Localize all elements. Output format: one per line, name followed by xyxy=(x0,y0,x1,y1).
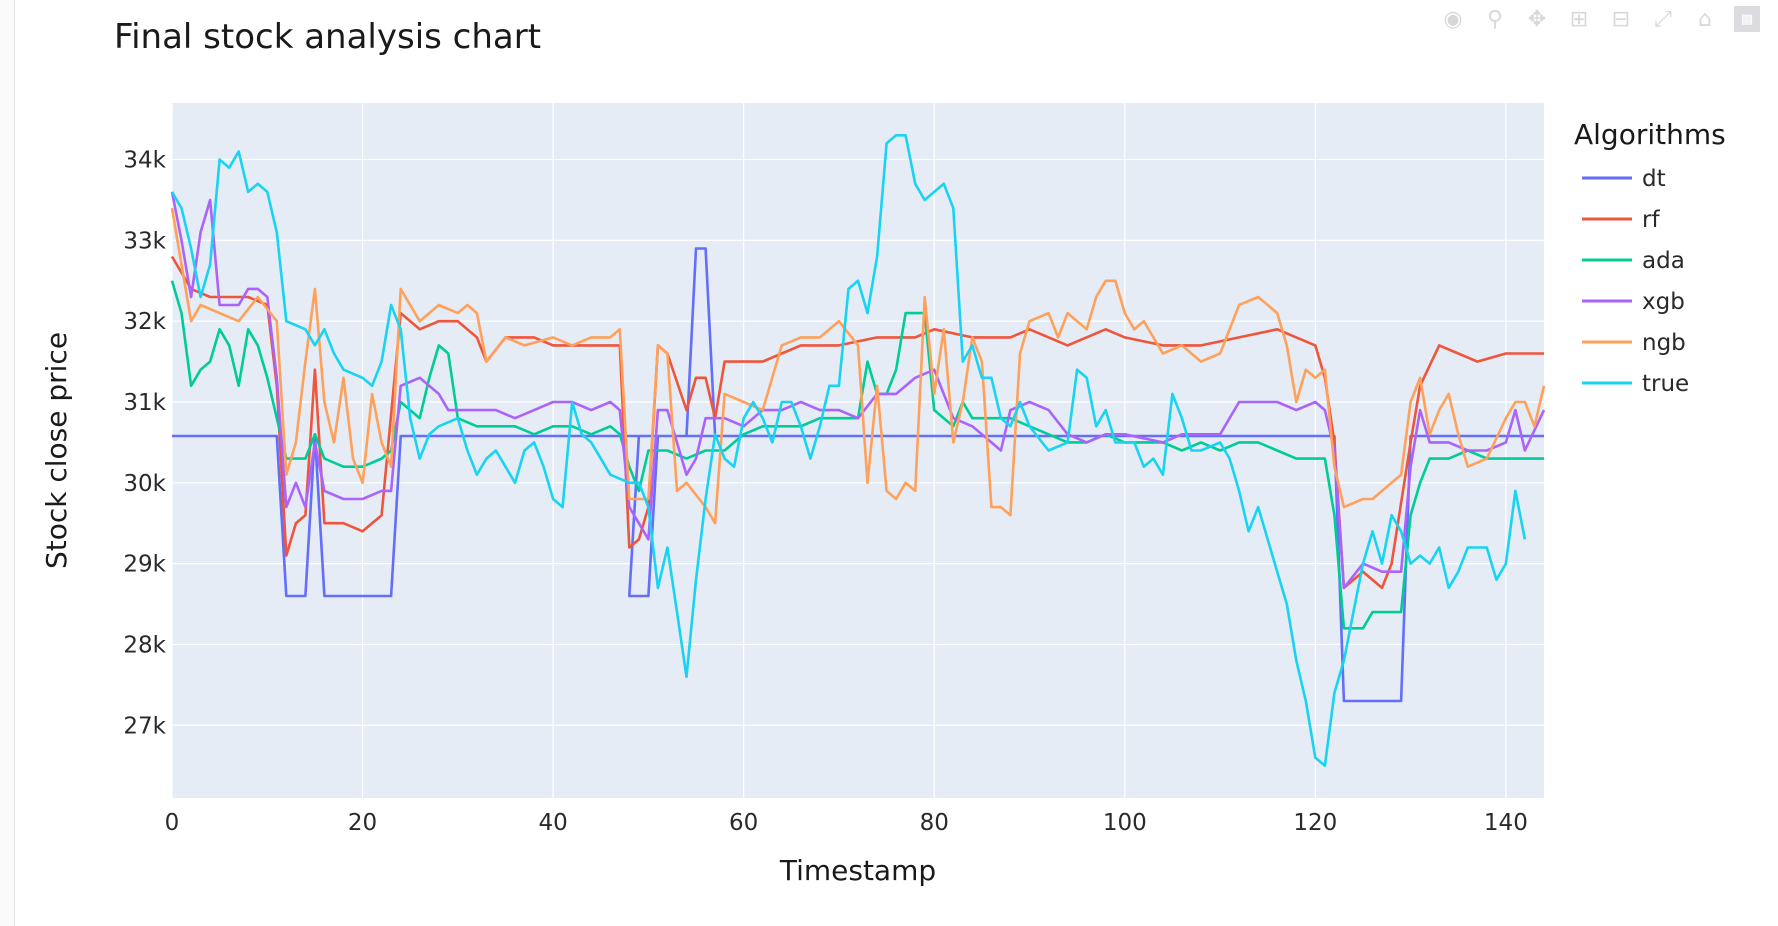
y-axis-ticks: 27k 28k 29k 30k 31k 32k 33k 34k xyxy=(123,148,166,740)
x-tick-label: 60 xyxy=(729,810,758,836)
plotly-logo-icon[interactable]: ▩ xyxy=(1734,6,1760,32)
page-left-border xyxy=(0,0,15,926)
chart-title: Final stock analysis chart xyxy=(114,17,541,57)
y-tick-label: 33k xyxy=(123,228,166,254)
reset-axes-icon[interactable]: ⌂ xyxy=(1698,6,1712,32)
zoom-out-icon[interactable]: ⊟ xyxy=(1611,6,1631,32)
x-axis-ticks: 0 20 40 60 80 100 120 140 xyxy=(165,810,1528,836)
x-tick-label: 120 xyxy=(1293,810,1337,836)
x-tick-label: 80 xyxy=(920,810,949,836)
x-tick-label: 100 xyxy=(1103,810,1147,836)
x-tick-label: 40 xyxy=(538,810,567,836)
series-line-ngb[interactable] xyxy=(170,207,1546,525)
autoscale-icon[interactable]: ⤢ xyxy=(1654,6,1672,32)
x-tick-label: 20 xyxy=(348,810,377,836)
x-axis-title: Timestamp xyxy=(779,854,936,887)
legend-title: Algorithms xyxy=(1574,118,1726,151)
series-line-ada[interactable] xyxy=(170,280,1544,630)
y-tick-label: 30k xyxy=(123,471,166,497)
legend-label-ada[interactable]: ada xyxy=(1642,248,1685,274)
x-tick-label: 140 xyxy=(1484,810,1528,836)
camera-icon[interactable]: ◉ xyxy=(1443,6,1463,32)
modebar: ◉ ⚲ ✥ ⊞ ⊟ ⤢ ⌂ ▩ xyxy=(1440,6,1760,32)
legend-label-true[interactable]: true xyxy=(1642,371,1689,397)
y-tick-label: 27k xyxy=(123,713,166,739)
series-lines xyxy=(170,134,1546,768)
y-tick-label: 34k xyxy=(123,148,166,174)
zoom-icon[interactable]: ⚲ xyxy=(1486,6,1504,32)
series-line-dt[interactable] xyxy=(172,247,1544,703)
y-axis-title: Stock close price xyxy=(40,332,73,569)
legend-label-dt[interactable]: dt xyxy=(1642,166,1666,192)
legend-label-xgb[interactable]: xgb xyxy=(1642,289,1685,315)
zoom-in-icon[interactable]: ⊞ xyxy=(1569,6,1589,32)
legend: Algorithms dt rf ada xgb ngb true xyxy=(1574,118,1726,397)
y-tick-label: 28k xyxy=(123,632,166,658)
y-tick-label: 31k xyxy=(123,390,166,416)
pan-icon[interactable]: ✥ xyxy=(1527,6,1547,32)
legend-label-ngb[interactable]: ngb xyxy=(1642,330,1686,356)
legend-label-rf[interactable]: rf xyxy=(1642,207,1660,233)
y-tick-label: 29k xyxy=(123,552,166,578)
series-line-true[interactable] xyxy=(170,134,1527,768)
plot-area[interactable] xyxy=(172,103,1544,798)
x-tick-label: 0 xyxy=(165,810,180,836)
y-tick-label: 32k xyxy=(123,309,166,335)
